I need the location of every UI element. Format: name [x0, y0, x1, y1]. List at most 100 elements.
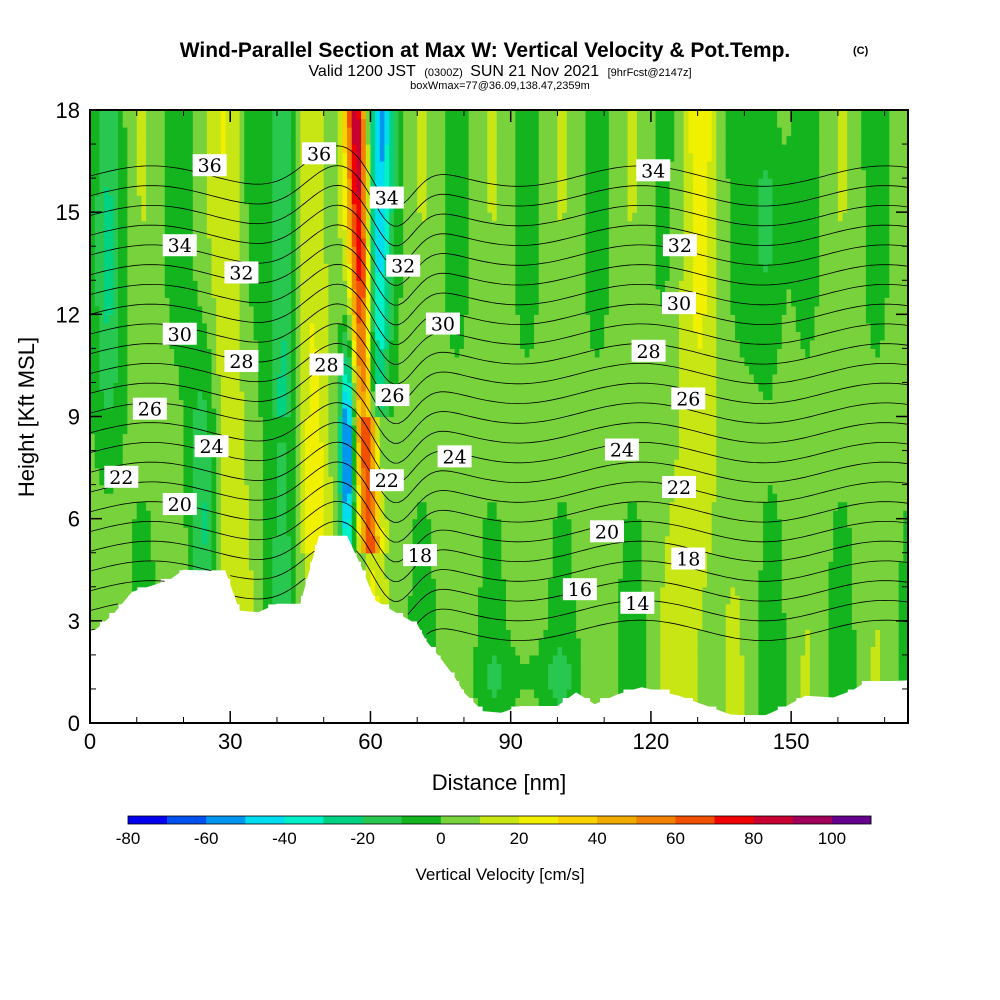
velocity-cell — [146, 212, 152, 222]
velocity-cell — [211, 280, 217, 290]
velocity-cell — [393, 501, 400, 511]
velocity-cell — [230, 135, 236, 145]
velocity-cell — [183, 220, 189, 230]
velocity-cell — [253, 578, 259, 588]
velocity-cell — [188, 407, 194, 418]
velocity-cell — [146, 186, 152, 196]
velocity-cell — [211, 467, 217, 477]
velocity-cell — [234, 518, 241, 528]
velocity-cell — [435, 476, 442, 486]
velocity-cell — [305, 476, 311, 486]
velocity-cell — [459, 527, 465, 537]
velocity-cell — [389, 433, 395, 443]
velocity-cell — [188, 254, 194, 264]
velocity-cell — [146, 288, 152, 298]
velocity-cell — [342, 382, 348, 392]
velocity-cell — [262, 561, 269, 571]
velocity-cell — [398, 501, 404, 511]
velocity-cell — [323, 416, 329, 426]
velocity-cell — [449, 161, 456, 171]
velocity-cell — [361, 373, 367, 384]
velocity-cell — [314, 484, 320, 494]
velocity-cell — [192, 144, 199, 154]
velocity-cell — [398, 450, 404, 460]
velocity-cell — [150, 110, 157, 120]
velocity-cell — [407, 356, 414, 367]
velocity-cell — [477, 144, 484, 154]
velocity-cell — [244, 382, 250, 392]
velocity-cell — [398, 552, 404, 562]
velocity-cell — [90, 527, 96, 537]
velocity-cell — [459, 229, 465, 239]
velocity-cell — [211, 339, 217, 349]
velocity-cell — [192, 110, 199, 120]
velocity-cell — [328, 297, 334, 307]
velocity-cell — [440, 425, 446, 435]
velocity-cell — [127, 186, 133, 196]
velocity-cell — [220, 373, 227, 384]
velocity-cell — [104, 382, 110, 392]
velocity-cell — [412, 382, 418, 392]
velocity-cell — [468, 144, 474, 154]
velocity-cell — [281, 493, 287, 503]
velocity-cell — [463, 407, 470, 418]
velocity-cell — [267, 561, 273, 571]
velocity-cell — [295, 331, 301, 341]
velocity-cell — [370, 399, 376, 409]
velocity-cell — [211, 407, 217, 418]
velocity-cell — [239, 186, 245, 196]
velocity-cell — [188, 178, 194, 188]
velocity-cell — [230, 280, 236, 290]
velocity-cell — [389, 331, 395, 341]
velocity-cell — [141, 535, 147, 545]
velocity-cell — [454, 263, 460, 273]
velocity-cell — [94, 459, 100, 469]
velocity-cell — [155, 195, 161, 205]
velocity-cell — [272, 331, 278, 341]
velocity-cell — [333, 288, 339, 298]
velocity-cell — [482, 314, 488, 324]
velocity-cell — [351, 110, 358, 120]
velocity-cell — [216, 535, 222, 545]
velocity-cell — [328, 110, 334, 120]
velocity-cell — [90, 552, 96, 562]
velocity-cell — [99, 493, 105, 503]
velocity-cell — [258, 118, 264, 128]
velocity-cell — [463, 399, 470, 409]
velocity-cell — [309, 442, 315, 452]
velocity-cell — [398, 118, 404, 128]
velocity-cell — [487, 450, 493, 460]
velocity-cell — [449, 127, 456, 137]
velocity-cell — [155, 178, 161, 188]
velocity-cell — [192, 254, 199, 264]
velocity-cell — [127, 110, 133, 120]
velocity-cell — [347, 459, 353, 469]
velocity-cell — [337, 271, 344, 281]
velocity-cell — [262, 399, 269, 409]
velocity-cell — [412, 365, 418, 375]
velocity-cell — [482, 305, 488, 315]
velocity-cell — [202, 314, 208, 324]
velocity-cell — [375, 144, 381, 154]
velocity-cell — [314, 442, 320, 452]
velocity-cell — [328, 118, 334, 128]
velocity-cell — [421, 442, 428, 452]
velocity-cell — [202, 535, 208, 545]
velocity-cell — [435, 373, 442, 384]
velocity-cell — [94, 127, 100, 137]
velocity-cell — [244, 493, 250, 503]
velocity-cell — [160, 305, 166, 315]
velocity-cell — [389, 407, 395, 418]
velocity-cell — [449, 663, 456, 673]
velocity-cell — [426, 620, 432, 630]
velocity-cell — [295, 373, 301, 384]
velocity-cell — [398, 161, 404, 171]
velocity-cell — [122, 212, 128, 222]
velocity-cell — [375, 365, 381, 375]
velocity-cell — [141, 314, 147, 324]
velocity-cell — [108, 220, 114, 230]
velocity-field — [90, 110, 909, 716]
velocity-cell — [347, 195, 353, 205]
velocity-cell — [333, 442, 339, 452]
velocity-cell — [468, 552, 474, 562]
